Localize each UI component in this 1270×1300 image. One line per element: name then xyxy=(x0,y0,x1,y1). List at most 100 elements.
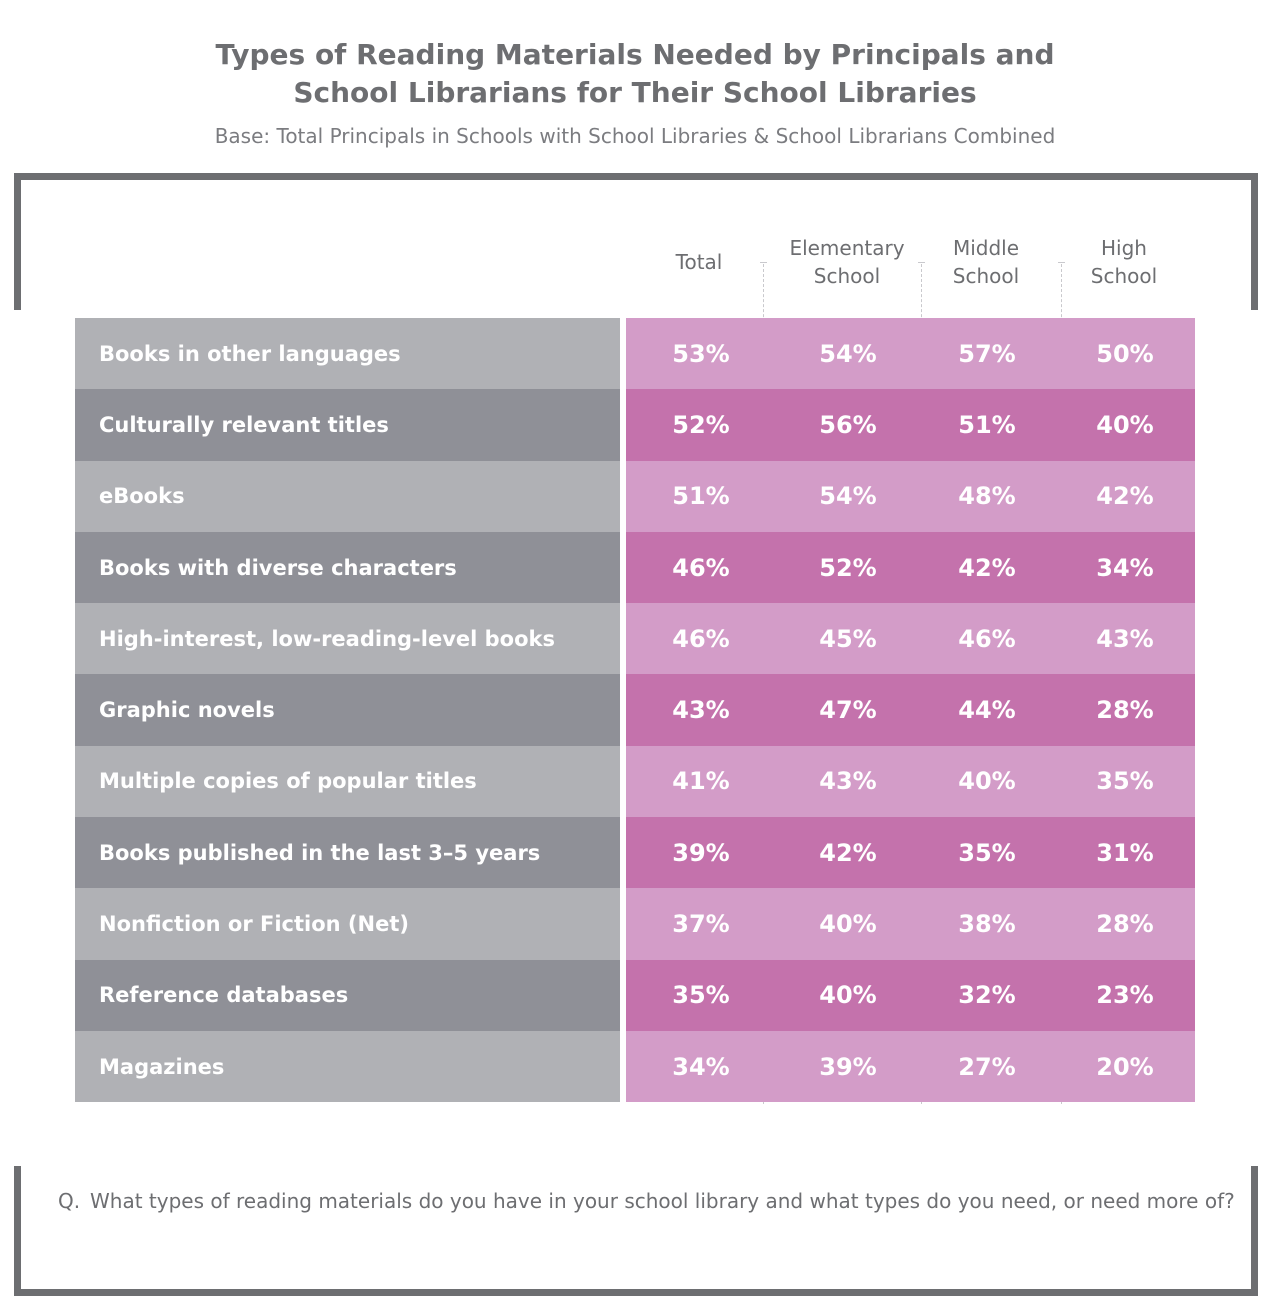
row-label: Books with diverse characters xyxy=(75,531,620,604)
row-gap xyxy=(620,389,626,461)
value-cell: 45% xyxy=(819,624,877,653)
value-cell: 40% xyxy=(1096,410,1154,439)
value-cell: 46% xyxy=(672,553,730,582)
table-row: Culturally relevant titles 52% 56% 51% 40% xyxy=(75,389,1195,461)
row-values: 43% 47% 44% 28% xyxy=(626,674,1195,746)
value-cell: 31% xyxy=(1096,838,1154,867)
value-cell: 34% xyxy=(672,1052,730,1081)
value-cell: 54% xyxy=(819,482,877,511)
value-cell: 41% xyxy=(672,767,730,796)
value-cell: 40% xyxy=(819,981,877,1010)
value-cell: 28% xyxy=(1096,696,1154,725)
value-cell: 23% xyxy=(1096,981,1154,1010)
row-gap xyxy=(620,603,626,675)
row-gap xyxy=(620,888,626,960)
value-cell: 38% xyxy=(958,910,1016,939)
value-cell: 35% xyxy=(958,838,1016,867)
value-cell: 43% xyxy=(819,767,877,796)
chart-title-line-1: Types of Reading Materials Needed by Pri… xyxy=(215,38,1055,71)
value-cell: 39% xyxy=(819,1052,877,1081)
row-gap xyxy=(620,318,626,390)
row-gap xyxy=(620,674,626,746)
value-cell: 39% xyxy=(672,838,730,867)
row-label: Culturally relevant titles xyxy=(75,389,620,461)
row-values: 51% 54% 48% 42% xyxy=(626,460,1195,532)
value-cell: 43% xyxy=(672,696,730,725)
value-cell: 53% xyxy=(672,339,730,368)
column-header-2: Middle School xyxy=(952,236,1020,288)
table-row: eBooks 51% 54% 48% 42% xyxy=(75,460,1195,532)
row-values: 46% 45% 46% 43% xyxy=(626,603,1195,675)
chart-title-line-2: School Librarians for Their School Libra… xyxy=(293,76,977,109)
data-table: Books in other languages 53% 54% 57% 50% Cult… xyxy=(75,318,1195,1103)
row-label: High-interest, low-reading-level books xyxy=(75,603,620,675)
row-values: 39% 42% 35% 31% xyxy=(626,817,1195,889)
column-header-3: High School xyxy=(1090,236,1158,288)
table-row: Magazines 34% 39% 27% 20% xyxy=(75,1030,1195,1103)
question-text: What types of reading materials do you h… xyxy=(90,1189,1235,1213)
row-gap xyxy=(620,817,626,889)
column-divider-cap-1 xyxy=(918,262,925,263)
row-label: Nonfiction or Fiction (Net) xyxy=(75,888,620,960)
table-row: High-interest, low-reading-level books 46… xyxy=(75,603,1195,675)
value-cell: 42% xyxy=(819,838,877,867)
value-cell: 51% xyxy=(672,482,730,511)
value-cell: 42% xyxy=(958,553,1016,582)
value-cell: 51% xyxy=(958,410,1016,439)
value-cell: 37% xyxy=(672,910,730,939)
value-cell: 35% xyxy=(672,981,730,1010)
value-cell: 52% xyxy=(672,410,730,439)
row-gap xyxy=(620,959,626,1031)
value-cell: 50% xyxy=(1096,339,1154,368)
value-cell: 46% xyxy=(672,624,730,653)
bottom-frame-bracket xyxy=(14,1166,1258,1296)
row-label: Books in other languages xyxy=(75,318,620,390)
row-label: eBooks xyxy=(75,460,620,532)
row-gap xyxy=(620,531,626,604)
row-label: Magazines xyxy=(75,1030,620,1103)
chart-title: Types of Reading Materials Needed by Pri… xyxy=(0,36,1270,112)
row-values: 41% 43% 40% 35% xyxy=(626,745,1195,818)
value-cell: 48% xyxy=(958,482,1016,511)
table-row: Nonfiction or Fiction (Net) 37% 40% 38% 28% xyxy=(75,888,1195,960)
value-cell: 44% xyxy=(958,696,1016,725)
table-row: Books in other languages 53% 54% 57% 50% xyxy=(75,318,1195,390)
top-frame-bracket xyxy=(14,173,1258,310)
value-cell: 35% xyxy=(1096,767,1154,796)
survey-question: Q. What types of reading materials do you… xyxy=(58,1186,1250,1216)
value-cell: 40% xyxy=(958,767,1016,796)
row-label: Graphic novels xyxy=(75,674,620,746)
table-row: Reference databases 35% 40% 32% 23% xyxy=(75,959,1195,1031)
value-cell: 27% xyxy=(958,1052,1016,1081)
value-cell: 56% xyxy=(819,410,877,439)
value-cell: 57% xyxy=(958,339,1016,368)
table-row: Books published in the last 3–5 years 39%… xyxy=(75,817,1195,889)
table-row: Books with diverse characters 46% 52% 42% 34… xyxy=(75,531,1195,604)
row-label: Multiple copies of popular titles xyxy=(75,745,620,818)
table-row: Multiple copies of popular titles 41% 43% 4… xyxy=(75,745,1195,818)
row-values: 37% 40% 38% 28% xyxy=(626,888,1195,960)
row-values: 35% 40% 32% 23% xyxy=(626,959,1195,1031)
question-prefix: Q. xyxy=(58,1189,81,1213)
row-values: 53% 54% 57% 50% xyxy=(626,318,1195,390)
value-cell: 52% xyxy=(819,553,877,582)
value-cell: 54% xyxy=(819,339,877,368)
row-gap xyxy=(620,460,626,532)
row-label: Reference databases xyxy=(75,959,620,1031)
value-cell: 34% xyxy=(1096,553,1154,582)
value-cell: 42% xyxy=(1096,482,1154,511)
column-divider-cap-0 xyxy=(760,262,767,263)
value-cell: 32% xyxy=(958,981,1016,1010)
row-gap xyxy=(620,745,626,818)
column-header-0: Total xyxy=(675,250,723,274)
value-cell: 47% xyxy=(819,696,877,725)
value-cell: 20% xyxy=(1096,1052,1154,1081)
row-values: 52% 56% 51% 40% xyxy=(626,389,1195,461)
value-cell: 46% xyxy=(958,624,1016,653)
row-values: 46% 52% 42% 34% xyxy=(626,531,1195,604)
row-label: Books published in the last 3–5 years xyxy=(75,817,620,889)
row-gap xyxy=(620,1030,626,1103)
row-values: 34% 39% 27% 20% xyxy=(626,1030,1195,1103)
value-cell: 43% xyxy=(1096,624,1154,653)
column-divider-cap-2 xyxy=(1058,262,1065,263)
